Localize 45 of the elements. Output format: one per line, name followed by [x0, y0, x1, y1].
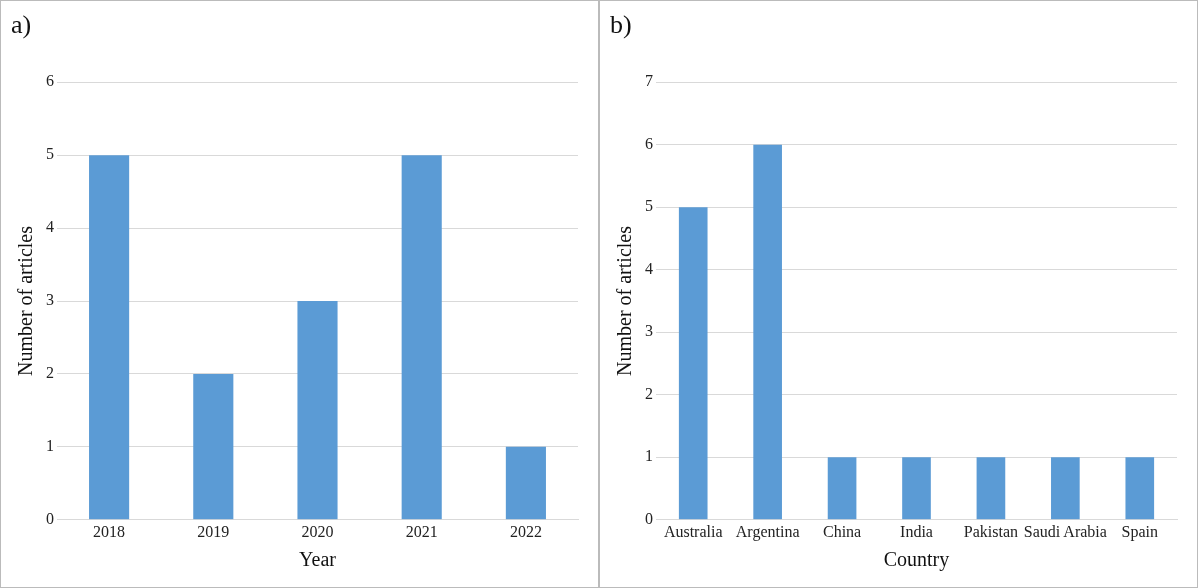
- bar: [89, 155, 130, 520]
- y-tick-label: 6: [645, 134, 653, 152]
- chart-title: b): [610, 10, 632, 40]
- y-axis-title: Number of articles: [613, 225, 636, 376]
- y-axis-title: Number of articles: [14, 225, 37, 376]
- x-tick-label: 2022: [509, 522, 542, 540]
- x-tick-label: Spain: [1121, 522, 1159, 541]
- bar: [753, 144, 782, 520]
- y-tick-label: 2: [46, 364, 54, 382]
- bar: [505, 446, 546, 520]
- y-tick-label: 5: [645, 197, 653, 215]
- y-tick-label: 7: [645, 72, 653, 90]
- x-tick-label: 2019: [197, 522, 230, 540]
- y-tick-label: 2: [645, 384, 653, 402]
- bar: [976, 457, 1006, 520]
- x-tick-label: Saudi Arabia: [1023, 522, 1107, 540]
- x-tick-label: Argentina: [735, 522, 800, 541]
- y-tick-label: 3: [46, 291, 54, 309]
- y-tick-label: 1: [46, 437, 54, 455]
- y-tick-label: 1: [645, 447, 653, 465]
- x-tick-label: 2020: [301, 522, 334, 540]
- bar: [193, 373, 234, 520]
- y-tick-label: 5: [46, 145, 54, 163]
- x-tick-label: China: [822, 522, 862, 540]
- bar: [401, 155, 442, 520]
- y-tick-label: 4: [645, 259, 653, 277]
- y-tick-label: 4: [46, 218, 54, 236]
- x-tick-label: India: [900, 522, 933, 540]
- bar: [902, 457, 931, 520]
- x-tick-label: Pakistan: [963, 522, 1019, 540]
- bar: [827, 457, 857, 520]
- x-tick-label: 2021: [405, 522, 438, 540]
- x-axis-title: Country: [883, 548, 950, 572]
- bar: [297, 301, 338, 520]
- x-axis-title: Year: [299, 548, 337, 571]
- bar: [1125, 457, 1155, 520]
- y-tick-label: 6: [46, 72, 54, 90]
- y-tick-label: 0: [46, 510, 54, 527]
- chart-title: a): [11, 10, 32, 40]
- bar: [1051, 457, 1080, 520]
- x-tick-label: Australia: [663, 522, 723, 540]
- y-tick-label: 0: [645, 510, 653, 527]
- y-tick-label: 3: [645, 322, 653, 340]
- bar: [678, 207, 708, 520]
- x-tick-label: 2018: [93, 522, 126, 540]
